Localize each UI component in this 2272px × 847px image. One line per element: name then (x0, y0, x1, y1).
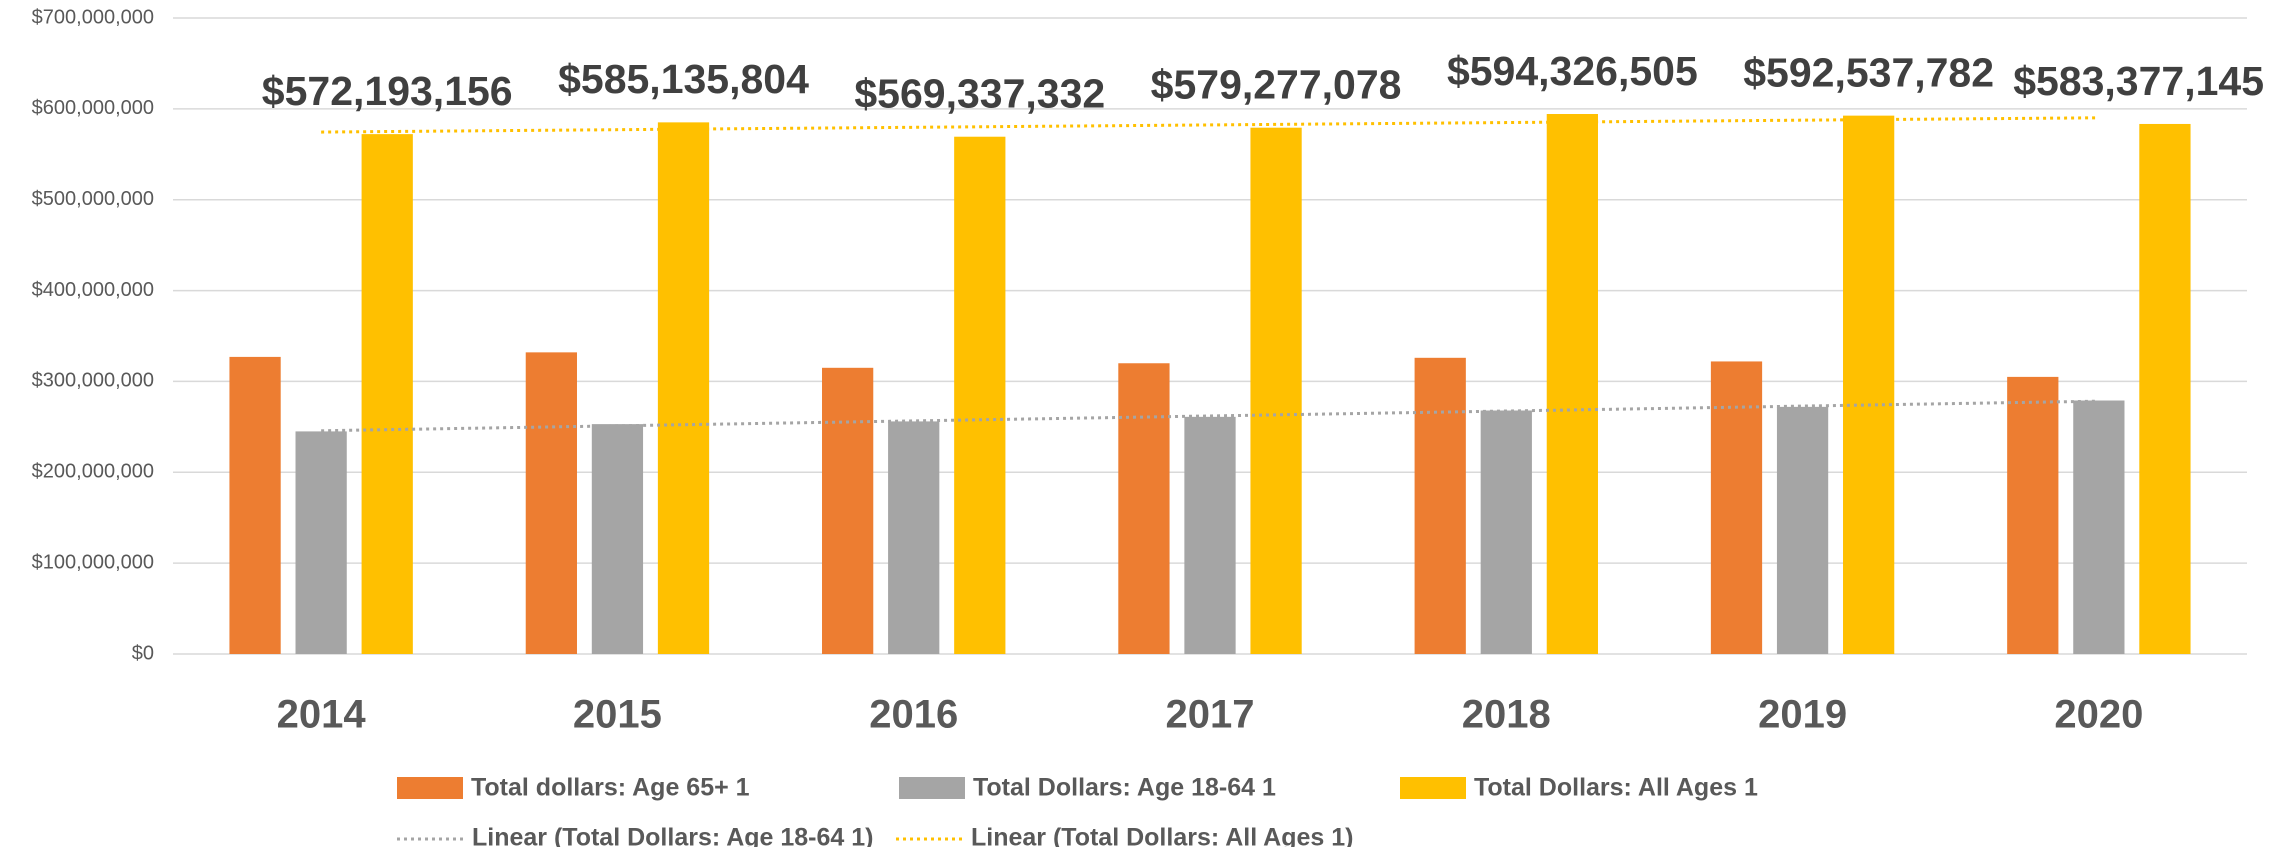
bar (295, 431, 347, 654)
bar (1710, 361, 1763, 654)
bar (954, 136, 1006, 654)
data-label: $592,537,782 (1743, 49, 1994, 95)
y-tick-label: $400,000,000 (32, 279, 154, 301)
data-label: $583,377,145 (2013, 58, 2264, 104)
bar (1118, 363, 1170, 654)
bar (2007, 376, 2059, 654)
bar (1546, 114, 1598, 655)
legend-label: Total Dollars: Age 18-64 1 (973, 774, 1276, 802)
legend-label: Linear (Total Dollars: All Ages 1) (971, 824, 1353, 847)
legend-swatch (1400, 777, 1466, 799)
trendline (321, 399, 2099, 433)
bar (1414, 357, 1466, 654)
y-tick-label: $500,000,000 (32, 188, 154, 210)
bar (1184, 416, 1236, 654)
bar (1250, 127, 1302, 654)
x-tick-label: 2018 (1462, 693, 1551, 737)
legend-label: Total dollars: Age 65+ 1 (471, 774, 750, 802)
legend-swatch (397, 777, 463, 799)
bar (888, 421, 940, 654)
x-tick-label: 2016 (869, 693, 958, 737)
data-label: $572,193,156 (262, 68, 513, 114)
data-label: $569,337,332 (854, 71, 1105, 117)
bar (822, 367, 874, 654)
x-tick-label: 2014 (277, 693, 367, 737)
bar (1776, 406, 1829, 654)
y-tick-label: $300,000,000 (32, 370, 154, 392)
bar (361, 134, 413, 654)
y-tick-label: $0 (132, 642, 154, 664)
bar (2139, 123, 2191, 654)
bar (657, 122, 710, 655)
y-tick-label: $200,000,000 (32, 461, 154, 483)
bar (525, 352, 577, 654)
bar (229, 356, 281, 654)
bar (1480, 410, 1532, 654)
trendline (321, 116, 2099, 134)
bar (2073, 400, 2125, 654)
legend-swatch (899, 777, 965, 799)
bar (1843, 115, 1895, 655)
bar (591, 424, 644, 654)
y-tick-label: $600,000,000 (32, 97, 154, 119)
legend-label: Total Dollars: All Ages 1 (1474, 774, 1758, 802)
data-label: $579,277,078 (1151, 62, 1402, 108)
x-tick-label: 2020 (2054, 693, 2143, 737)
data-label: $585,135,804 (558, 56, 809, 102)
x-tick-label: 2015 (573, 693, 662, 737)
legend-label: Linear (Total Dollars: Age 18-64 1) (472, 824, 874, 847)
y-tick-label: $100,000,000 (32, 551, 154, 573)
x-tick-label: 2017 (1166, 693, 1255, 737)
y-tick-label: $700,000,000 (32, 6, 154, 28)
x-tick-label: 2019 (1758, 693, 1847, 737)
data-label: $594,326,505 (1447, 48, 1698, 94)
